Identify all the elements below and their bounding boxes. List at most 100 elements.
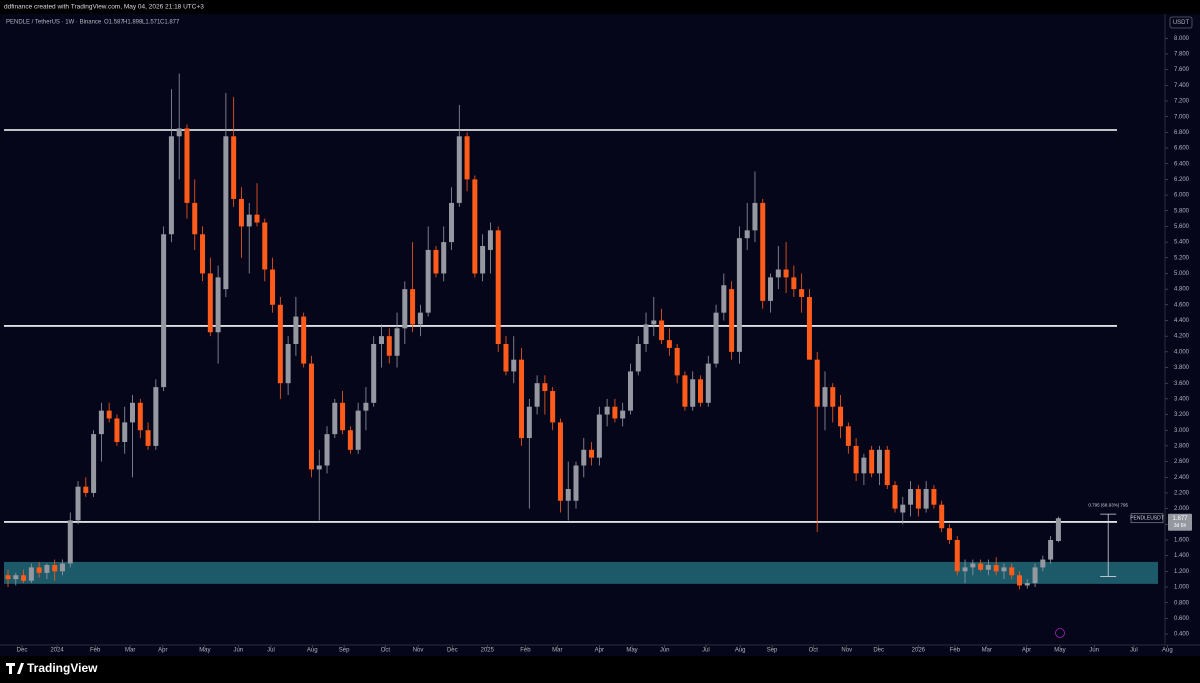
candle-body: [604, 406, 610, 415]
x-tick-label: Mar: [552, 648, 562, 654]
candle-body: [472, 179, 478, 274]
x-tick-label: Feb: [90, 648, 101, 654]
candle-body: [231, 136, 237, 199]
y-tick-label: 0.600: [1174, 616, 1190, 622]
candle-body: [301, 316, 307, 364]
y-tick-label: 6.600: [1174, 146, 1190, 152]
y-tick-label: 8.000: [1174, 36, 1190, 42]
candle-body: [130, 402, 136, 423]
x-tick-label: Aug: [735, 648, 746, 654]
x-tick-label: 2024: [50, 648, 64, 654]
candle-body: [285, 344, 291, 384]
price-tag-box: [1168, 513, 1192, 531]
symbol-title: PENDLE / TetherUS · 1W · Binance: [6, 20, 102, 26]
candle-body: [635, 344, 641, 372]
candle-body: [1040, 559, 1046, 568]
candle-body: [869, 449, 875, 474]
y-tick-label: 0.800: [1174, 600, 1190, 606]
candle-body: [238, 198, 244, 227]
event-icon[interactable]: [1055, 628, 1065, 638]
candle-body: [550, 391, 556, 423]
candle-body: [752, 202, 758, 231]
candle-body: [145, 430, 151, 446]
measure-label: 0.795 (68.93%) 795: [1088, 502, 1128, 507]
candle-body: [978, 563, 984, 570]
candle-body: [620, 410, 626, 419]
candle-body: [246, 214, 252, 227]
candle-body: [456, 136, 462, 203]
x-tick-label: Dec: [447, 648, 458, 654]
candle-body: [28, 567, 34, 581]
candle-body: [674, 347, 680, 376]
y-tick-label: 5.000: [1174, 271, 1190, 277]
candle-body: [1024, 583, 1030, 586]
footer-logo[interactable]: TradingView: [6, 661, 98, 675]
y-tick-label: 7.800: [1174, 52, 1190, 58]
candle-body: [775, 269, 781, 278]
candle-body: [83, 486, 89, 493]
candle-body: [184, 128, 190, 203]
y-tick-label: 5.200: [1174, 255, 1190, 261]
candle-body: [192, 202, 198, 235]
candle-body: [931, 489, 937, 505]
candle-body: [433, 249, 439, 274]
y-tick-label: 1.200: [1174, 569, 1190, 575]
x-tick-label: Mar: [982, 648, 992, 654]
candle-body: [21, 575, 27, 581]
candle-body: [806, 296, 812, 360]
x-tick-label: Jul: [702, 648, 710, 654]
candle-body: [293, 316, 299, 345]
candle-body: [876, 449, 882, 474]
candle-body: [643, 324, 649, 345]
candle-body: [449, 202, 455, 243]
x-tick-label: 2026: [912, 648, 926, 654]
x-tick-label: Jun: [1089, 648, 1099, 654]
x-tick-label: Aug: [307, 648, 318, 654]
candle-body: [52, 565, 58, 572]
currency-label[interactable]: USDT: [1173, 20, 1190, 26]
x-tick-label: May: [199, 648, 210, 654]
candle-body: [394, 328, 400, 356]
candle-body: [596, 414, 602, 458]
candle-body: [760, 202, 766, 301]
x-tick-label: Jun: [233, 648, 243, 654]
currency-box[interactable]: [1169, 16, 1193, 29]
candle-body: [44, 565, 50, 573]
x-tick-label: May: [626, 648, 637, 654]
x-tick-label: Feb: [950, 648, 961, 654]
candle-body: [830, 387, 836, 407]
x-tick-label: Sep: [339, 648, 350, 654]
candle-body: [215, 277, 221, 333]
candle-body: [814, 359, 820, 407]
candle-body: [768, 277, 774, 301]
y-tick-label: 2.000: [1174, 506, 1190, 512]
candle-body: [954, 539, 960, 572]
candle-body: [347, 430, 353, 450]
x-tick-label: Jul: [1130, 648, 1138, 654]
candle-body: [340, 402, 346, 431]
candle-body: [915, 489, 921, 509]
x-tick-label: May: [1054, 648, 1065, 654]
candle-body: [1009, 567, 1015, 576]
candle-body: [565, 489, 571, 501]
x-tick-label: Apr: [1022, 648, 1031, 654]
price-tag: 1.877: [1172, 516, 1188, 522]
x-tick-label: Sep: [767, 648, 778, 654]
candle-body: [503, 344, 509, 372]
candle-body: [1001, 567, 1007, 572]
y-tick-label: 3.800: [1174, 365, 1190, 371]
candle-body: [316, 465, 322, 470]
candles: [5, 73, 1061, 590]
candle-body: [573, 465, 579, 501]
candle-body: [363, 402, 369, 411]
candle-body: [441, 242, 447, 274]
x-tick-label: Jul: [267, 648, 275, 654]
y-tick-label: 2.400: [1174, 475, 1190, 481]
candle-body: [589, 449, 595, 458]
y-tick-label: 0.400: [1174, 632, 1190, 638]
candle-body: [324, 434, 330, 466]
y-tick-label: 6.400: [1174, 161, 1190, 167]
y-tick-label: 4.000: [1174, 349, 1190, 355]
candle-body: [176, 128, 182, 137]
